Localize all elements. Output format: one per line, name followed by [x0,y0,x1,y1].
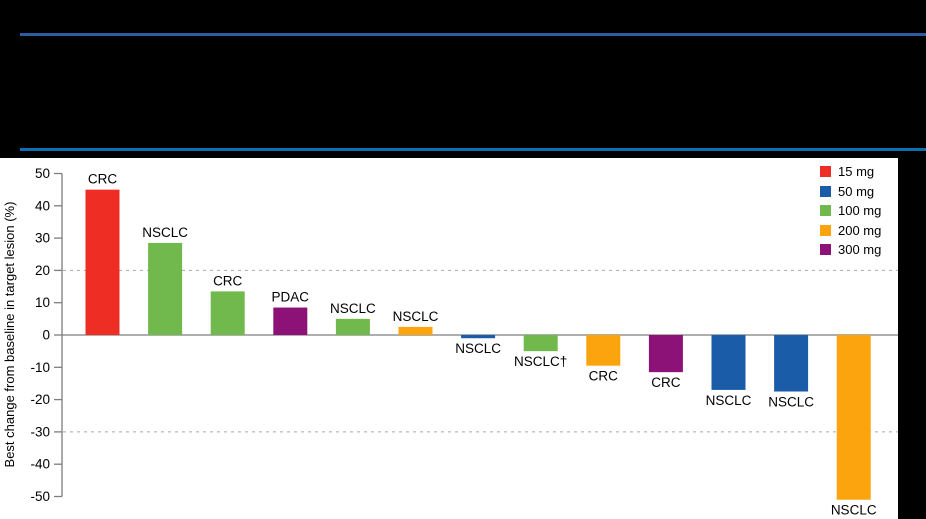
legend-swatch [820,205,831,217]
header-rule-top [20,33,926,36]
bar [148,242,183,335]
y-tick-label: 50 [35,166,50,181]
bar [398,326,433,335]
bar-label: NSCLC† [514,354,567,369]
y-tick-label: -30 [30,424,50,439]
legend-item: 15 mg [820,162,881,182]
chart-panel: Best change from baseline in target lesi… [0,158,898,519]
legend-swatch [820,244,831,256]
bar-label: PDAC [272,290,310,305]
bar [523,335,558,352]
legend: 15 mg 50 mg 100 mg 200 mg 300 mg [820,162,881,260]
bar-label: NSCLC [455,341,501,356]
bar-label: NSCLC [706,393,752,408]
y-axis-title: Best change from baseline in target lesi… [2,201,17,468]
legend-swatch [820,224,831,236]
bar-label: NSCLC [768,395,814,410]
bar-label: NSCLC [393,309,439,324]
legend-item: 50 mg [820,182,881,202]
legend-item: 300 mg [820,240,881,260]
bar-label: CRC [88,172,117,187]
bar-label: CRC [213,273,242,288]
bar [774,335,809,392]
bar [648,335,683,373]
legend-label: 50 mg [838,183,875,199]
legend-item: 200 mg [820,221,881,241]
y-tick-label: 20 [35,263,50,278]
bar-label: CRC [651,375,680,390]
bar [85,189,120,335]
bar-label: CRC [589,369,618,384]
bar [711,335,746,390]
legend-item: 100 mg [820,201,881,221]
bar-label: NSCLC [142,225,188,240]
legend-label: 200 mg [838,222,882,238]
legend-label: 300 mg [838,242,882,258]
y-tick-label: 0 [42,328,50,343]
y-tick-label: -10 [30,360,50,375]
bar [836,335,871,500]
legend-label: 15 mg [838,164,875,180]
legend-swatch [820,166,831,178]
bar [461,335,496,339]
y-tick-label: 40 [35,198,50,213]
y-tick-label: -40 [30,457,50,472]
legend-label: 100 mg [838,203,882,219]
y-tick-label: 30 [35,231,50,246]
y-tick-label: -20 [30,392,50,407]
bar-label: NSCLC [831,503,877,518]
bar [586,335,621,366]
bar-label: NSCLC [330,301,376,316]
legend-swatch [820,185,831,197]
bar [335,318,370,335]
bar [273,307,308,335]
bar [210,291,245,335]
y-tick-label: 10 [35,295,50,310]
waterfall-chart: 50 40 30 20 10 0 -10 -20 -30 -40 -50 CRC NSCLC CRC PDA… [30,166,898,518]
header-rule-bottom [20,148,926,151]
y-tick-label: -50 [30,489,50,504]
